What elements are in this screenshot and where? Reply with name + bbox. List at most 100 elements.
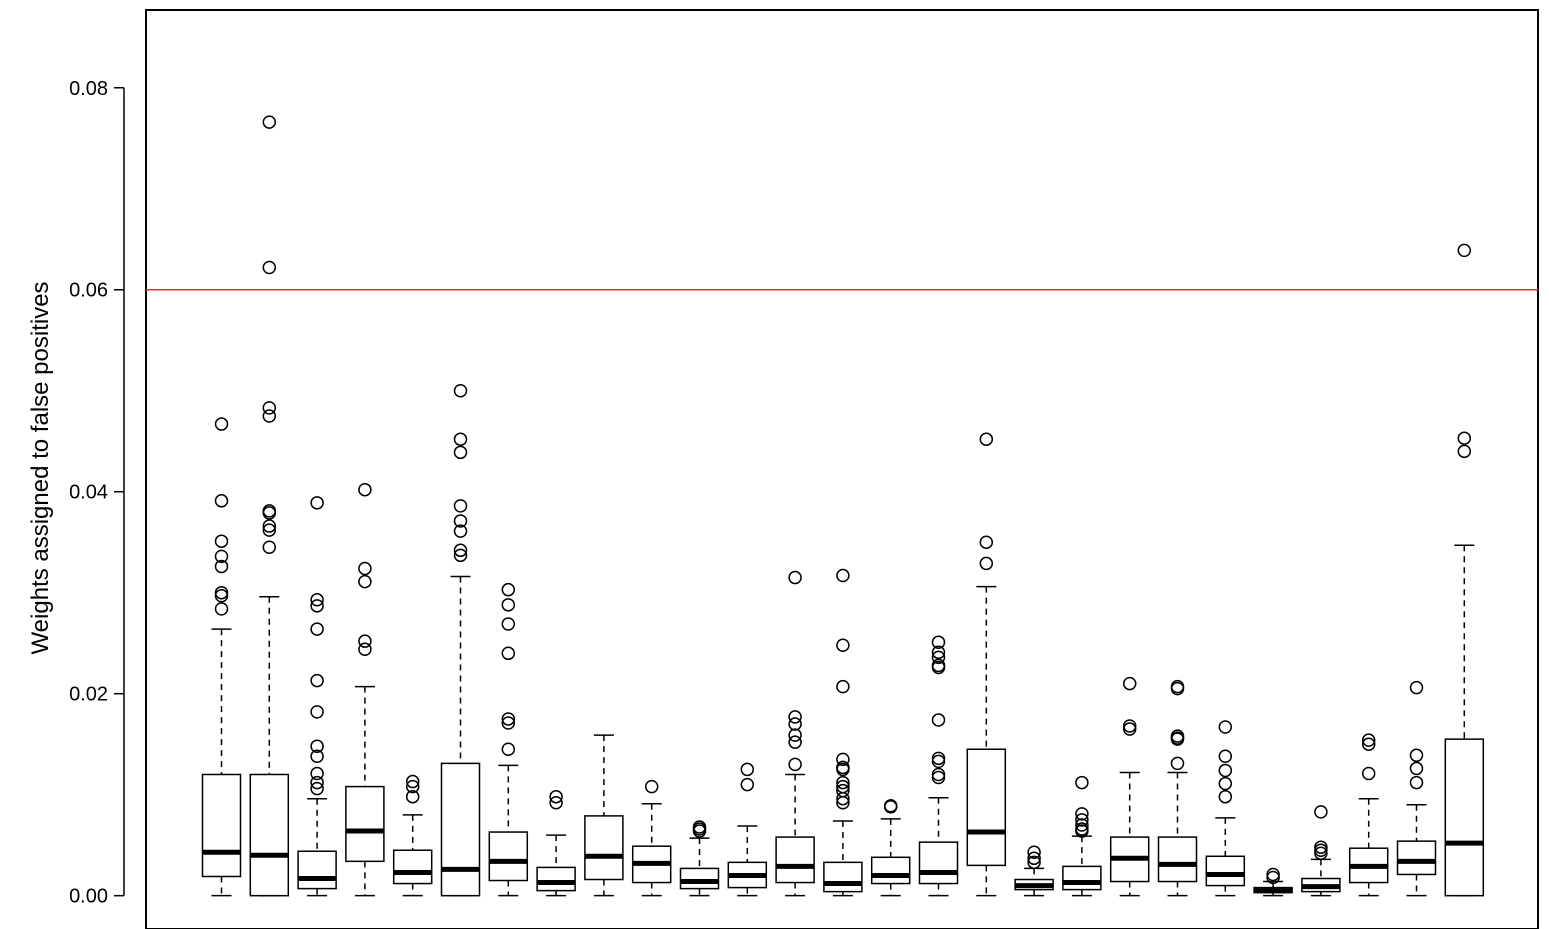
outlier-point (1361, 733, 1376, 747)
outlier-point (692, 824, 707, 838)
outlier-point (310, 705, 324, 719)
outlier-point (549, 796, 563, 810)
box-16 (918, 635, 959, 897)
iqr-box (488, 831, 529, 882)
outlier-point (931, 751, 946, 766)
outlier-point (1170, 756, 1185, 771)
outlier-point (1027, 845, 1041, 859)
outlier-point (836, 679, 850, 694)
outlier-point (262, 401, 277, 415)
outlier-point (358, 561, 372, 576)
outlier-point (788, 710, 802, 724)
y-axis-title: Weights assigned to false positives (27, 281, 54, 654)
outlier-point (214, 494, 229, 508)
outlier-point (1361, 737, 1376, 751)
outlier-point (1409, 775, 1424, 790)
outlier-point (1314, 805, 1328, 819)
outlier-point (644, 779, 659, 794)
outlier-point (836, 796, 850, 810)
box-9 (584, 734, 624, 897)
outlier-point (788, 717, 802, 731)
outlier-point (405, 789, 420, 804)
iqr-box (870, 856, 911, 885)
outlier-point (1075, 824, 1089, 838)
outlier-point (1218, 789, 1233, 804)
outlier-point (549, 789, 563, 804)
outlier-point (883, 800, 898, 814)
outlier-point (262, 523, 277, 537)
outlier-point (1218, 776, 1233, 791)
outlier-point (979, 432, 994, 446)
outlier-point (262, 115, 277, 129)
outlier-point (1266, 870, 1280, 885)
box-21 (1157, 679, 1198, 897)
y-tick-label: 0.00 (69, 886, 108, 908)
outlier-point (836, 752, 850, 767)
box-22 (1205, 720, 1246, 897)
outlier-point (358, 574, 372, 589)
outlier-point (931, 767, 946, 782)
box-3 (297, 496, 337, 897)
iqr-box (1444, 738, 1485, 897)
outlier-point (931, 770, 946, 785)
outlier-point (453, 499, 468, 513)
iqr-box (201, 773, 242, 878)
outlier-point (310, 673, 324, 688)
outlier-point (453, 524, 468, 538)
box-20 (1109, 676, 1150, 897)
outlier-point (788, 728, 802, 742)
outlier-point (453, 548, 468, 563)
iqr-box (966, 748, 1007, 867)
box-15 (870, 799, 911, 897)
outlier-point (214, 559, 229, 574)
iqr-box (823, 861, 863, 893)
outlier-point (358, 634, 372, 648)
outlier-point (788, 570, 802, 585)
outlier-point (214, 417, 229, 431)
outlier-point (1218, 749, 1233, 764)
iqr-box (297, 850, 337, 890)
outlier-point (836, 775, 850, 790)
outlier-point (310, 775, 324, 790)
outlier-point (1075, 818, 1089, 832)
outlier-point (1457, 431, 1472, 445)
outlier-point (1409, 680, 1424, 695)
box-14 (823, 568, 863, 897)
y-tick-label: 0.06 (69, 280, 108, 302)
outlier-point (931, 635, 946, 649)
outlier-point (1027, 855, 1041, 870)
box-23 (1253, 867, 1293, 897)
iqr-box (1062, 865, 1102, 891)
outlier-point (1218, 720, 1233, 734)
iqr-box (345, 785, 385, 863)
outlier-point (931, 650, 946, 665)
iqr-box (249, 773, 290, 897)
outlier-point (788, 757, 802, 772)
outlier-point (310, 599, 324, 613)
outlier-point (1314, 846, 1328, 861)
outlier-point (214, 588, 229, 603)
outlier-point (405, 779, 420, 794)
y-tick-label: 0.02 (69, 684, 108, 706)
outlier-point (836, 791, 850, 806)
outlier-point (501, 617, 516, 631)
plot-frame (145, 9, 1539, 929)
outlier-point (358, 642, 372, 657)
outlier-point (931, 645, 946, 660)
box-1 (201, 417, 242, 897)
outlier-point (405, 774, 420, 789)
outlier-point (310, 749, 324, 764)
box-10 (631, 779, 672, 897)
outlier-point (931, 660, 946, 675)
outlier-point (214, 585, 229, 600)
box-27 (1444, 243, 1485, 897)
iqr-box (536, 866, 576, 892)
outlier-point (262, 540, 277, 555)
outlier-point (1409, 761, 1424, 776)
iqr-box (392, 849, 433, 885)
outlier-point (310, 622, 324, 636)
box-5 (392, 774, 433, 897)
outlier-point (310, 496, 324, 510)
outlier-point (931, 713, 946, 727)
outlier-point (1075, 775, 1089, 790)
